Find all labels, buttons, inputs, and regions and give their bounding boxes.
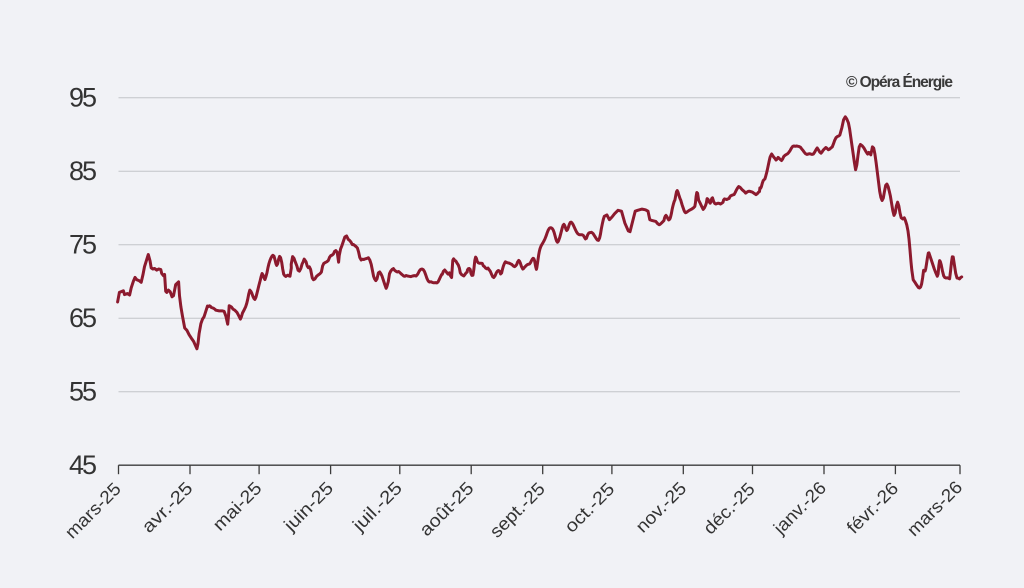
svg-text:© Opéra Énergie: © Opéra Énergie — [846, 74, 953, 91]
svg-text:45: 45 — [69, 450, 97, 480]
svg-text:55: 55 — [69, 376, 97, 406]
svg-text:95: 95 — [69, 82, 97, 112]
svg-text:85: 85 — [69, 156, 97, 186]
svg-text:75: 75 — [69, 229, 97, 259]
svg-text:65: 65 — [69, 303, 97, 333]
